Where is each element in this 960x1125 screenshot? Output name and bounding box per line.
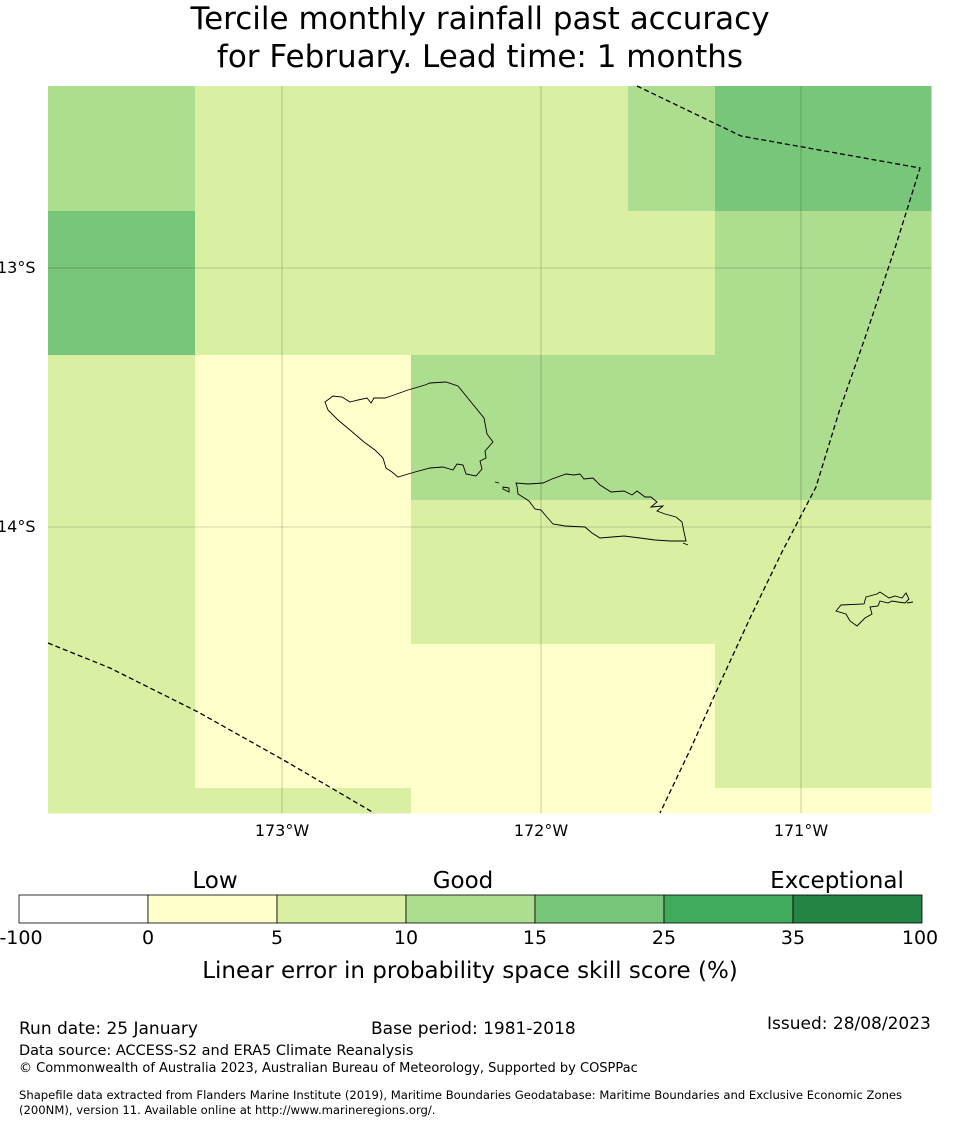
skill-cell — [801, 500, 932, 645]
skill-cell — [801, 644, 932, 789]
colorbar-tick: 35 — [780, 927, 806, 949]
skill-cell — [195, 644, 412, 789]
category-exceptional: Exceptional — [770, 868, 904, 894]
skill-cell — [801, 86, 932, 212]
colorbar-segment — [663, 894, 794, 924]
colorbar-segment — [792, 894, 923, 924]
savaii-coastline — [324, 381, 494, 478]
aunuu-islet — [906, 601, 914, 604]
colorbar-tick: 5 — [270, 927, 284, 949]
skill-cell — [411, 644, 629, 789]
base-period: Base period: 1981-2018 — [371, 1019, 576, 1039]
tutuila-coastline — [835, 591, 910, 627]
data-source: Data source: ACCESS-S2 and ERA5 Climate … — [19, 1043, 414, 1059]
colorbar-tick: 10 — [393, 927, 419, 949]
coastline-icon — [324, 381, 914, 627]
lon-label-172w: 172°W — [513, 821, 569, 840]
colorbar-tick: 100 — [901, 927, 939, 949]
skill-cell — [48, 211, 196, 356]
skill-cell — [195, 788, 412, 814]
islet-1 — [494, 481, 500, 484]
skill-cell — [411, 500, 629, 645]
issued-date: Issued: 28/08/2023 — [767, 1014, 931, 1034]
lon-label-171w: 171°W — [773, 821, 829, 840]
colorbar — [18, 894, 923, 924]
chart-title: Tercile monthly rainfall past accuracy f… — [0, 0, 960, 76]
category-good: Good — [432, 868, 494, 894]
skill-cell — [48, 644, 196, 789]
skill-grid — [48, 86, 932, 814]
skill-cell — [195, 500, 412, 645]
colorbar-segment — [276, 894, 407, 924]
skill-cell — [715, 788, 802, 814]
skill-cell — [195, 86, 412, 212]
eez-boundary-east — [636, 85, 921, 814]
run-date: Run date: 25 January — [19, 1019, 198, 1039]
colorbar-tick: 15 — [522, 927, 548, 949]
skill-cell — [715, 355, 802, 501]
skill-cell — [48, 86, 196, 212]
skill-cell — [628, 644, 716, 789]
colorbar-tick: 25 — [651, 927, 677, 949]
colorbar-segment — [147, 894, 278, 924]
eez-boundary-southwest — [47, 642, 375, 814]
skill-cell — [715, 211, 802, 356]
skill-cell — [628, 86, 716, 212]
category-low: Low — [192, 868, 238, 894]
shapefile-credit-line-2: (200NM), version 11. Available online at… — [19, 1103, 436, 1117]
colorbar-segment — [18, 894, 149, 924]
lon-label-173w: 173°W — [254, 821, 310, 840]
skill-cell — [628, 788, 716, 814]
colorbar-tick: 0 — [141, 927, 155, 949]
skill-cell — [801, 788, 932, 814]
upolu-coastline — [515, 473, 687, 542]
skill-cell — [715, 500, 802, 645]
skill-cell — [801, 211, 932, 356]
skill-cell — [715, 644, 802, 789]
eez-boundary-icon — [47, 85, 921, 814]
skill-cell — [801, 355, 932, 501]
islet-2 — [502, 486, 510, 493]
skill-cell — [411, 86, 629, 212]
colorbar-title: Linear error in probability space skill … — [202, 958, 738, 984]
skill-cell — [628, 211, 716, 356]
skill-cell — [195, 355, 412, 501]
title-line-1: Tercile monthly rainfall past accuracy — [190, 1, 770, 37]
skill-cell — [715, 86, 802, 212]
skill-cell — [411, 355, 629, 501]
skill-cell — [411, 788, 629, 814]
colorbar-segment — [534, 894, 665, 924]
lat-label-13s: 13°S — [0, 258, 36, 277]
shapefile-credit-line-1: Shapefile data extracted from Flanders M… — [19, 1088, 903, 1102]
islet-3 — [682, 542, 689, 546]
skill-cell — [628, 500, 716, 645]
copyright: © Commonwealth of Australia 2023, Austra… — [19, 1061, 638, 1076]
lat-label-14s: 14°S — [0, 517, 36, 536]
graticule — [48, 86, 931, 813]
colorbar-segment — [405, 894, 536, 924]
skill-cell — [48, 500, 196, 645]
skill-cell — [628, 355, 716, 501]
skill-cell — [48, 788, 196, 814]
skill-cell — [48, 355, 196, 501]
skill-cell — [195, 211, 412, 356]
skill-cell — [411, 211, 629, 356]
colorbar-tick: -100 — [0, 927, 43, 949]
title-line-2: for February. Lead time: 1 months — [216, 39, 744, 75]
